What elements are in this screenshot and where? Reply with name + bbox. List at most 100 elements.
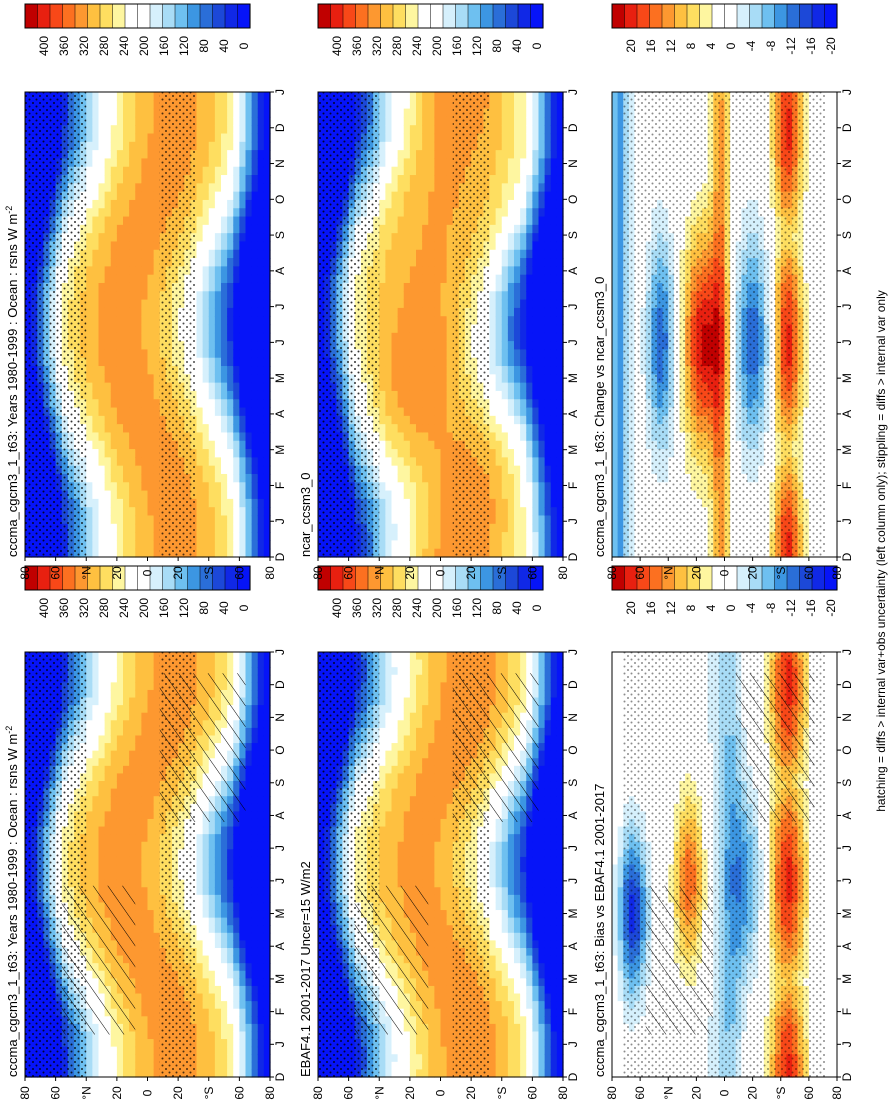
heatmap-cell bbox=[501, 1054, 509, 1063]
heatmap-cell bbox=[446, 1023, 454, 1033]
heatmap-cell bbox=[520, 872, 527, 881]
heatmap-cell bbox=[446, 743, 454, 752]
heatmap-cell bbox=[526, 659, 533, 668]
heatmap-cell bbox=[251, 811, 259, 820]
heatmap-cell bbox=[409, 674, 417, 683]
heatmap-cell bbox=[617, 1061, 624, 1071]
heatmap-cell bbox=[116, 750, 124, 759]
heatmap-cell bbox=[434, 659, 442, 668]
heatmap-cell bbox=[233, 963, 240, 972]
heatmap-cell bbox=[489, 955, 497, 964]
heatmap-cell bbox=[233, 659, 240, 668]
heatmap-cell bbox=[550, 781, 558, 790]
heatmap-cell bbox=[446, 818, 454, 828]
heatmap-cell bbox=[440, 894, 448, 904]
heatmap-cell bbox=[617, 1039, 624, 1048]
heatmap-cell bbox=[147, 1001, 155, 1010]
heatmap-cell bbox=[104, 864, 112, 873]
colorbar-swatch bbox=[62, 565, 76, 591]
heatmap-cell bbox=[202, 834, 210, 843]
heatmap-cell bbox=[385, 652, 393, 661]
heatmap-cell bbox=[153, 727, 161, 737]
heatmap-cell bbox=[526, 849, 533, 858]
heatmap-cell bbox=[379, 735, 386, 744]
heatmap-cell bbox=[257, 1046, 265, 1055]
heatmap-cell bbox=[617, 697, 624, 706]
heatmap-cell bbox=[409, 652, 417, 661]
heatmap-cell bbox=[214, 917, 222, 926]
heatmap-cell bbox=[550, 841, 558, 850]
heatmap-cell bbox=[202, 1031, 210, 1040]
heatmap-cell bbox=[544, 887, 552, 896]
heatmap-cell bbox=[434, 811, 442, 820]
heatmap-cell bbox=[263, 682, 271, 691]
heatmap-cell bbox=[214, 1001, 222, 1010]
heatmap-cell bbox=[263, 993, 271, 1002]
heatmap-cell bbox=[495, 993, 503, 1002]
heatmap-cell bbox=[141, 1069, 149, 1078]
heatmap-cell bbox=[440, 758, 448, 767]
heatmap-cell bbox=[526, 993, 533, 1002]
heatmap-cell bbox=[507, 940, 515, 949]
heatmap-cell bbox=[257, 773, 265, 782]
heatmap-cell bbox=[239, 1008, 247, 1017]
heatmap-cell bbox=[526, 834, 533, 843]
heatmap-cell bbox=[428, 834, 435, 843]
heatmap-cell bbox=[86, 682, 93, 691]
heatmap-cell bbox=[153, 773, 161, 782]
colorbar-swatch bbox=[417, 565, 432, 591]
heatmap-cell bbox=[612, 689, 619, 699]
panel-title: cccma_cgcm3_1_t63: Years 1980-1999 : Oce… bbox=[4, 726, 20, 1077]
heatmap-cell bbox=[141, 955, 149, 964]
heatmap-cell bbox=[208, 667, 216, 676]
heatmap-cell bbox=[141, 758, 149, 767]
heatmap-cell bbox=[257, 818, 265, 828]
heatmap-cell bbox=[135, 1039, 142, 1048]
heatmap-cell bbox=[538, 788, 546, 797]
heatmap-cell bbox=[422, 697, 429, 706]
heatmap-cell bbox=[489, 864, 497, 873]
heatmap-cell bbox=[397, 818, 405, 828]
heatmap-cell bbox=[538, 978, 546, 987]
heatmap-cell bbox=[489, 872, 497, 881]
heatmap-cell bbox=[617, 864, 624, 873]
heatmap-cell bbox=[446, 727, 454, 737]
heatmap-cell bbox=[538, 1039, 546, 1048]
heatmap-cell bbox=[251, 781, 259, 790]
heatmap-cell bbox=[153, 887, 161, 896]
heatmap-cell bbox=[239, 925, 247, 934]
heatmap-cell bbox=[245, 932, 253, 941]
heatmap-cell bbox=[550, 674, 558, 683]
heatmap-cell bbox=[489, 834, 497, 843]
heatmap-cell bbox=[116, 1061, 124, 1071]
heatmap-cell bbox=[98, 743, 106, 752]
heatmap-cell bbox=[245, 841, 253, 850]
heatmap-cell bbox=[440, 1008, 448, 1017]
heatmap-cell bbox=[434, 1016, 442, 1025]
heatmap-cell bbox=[92, 1046, 100, 1055]
heatmap-cell bbox=[422, 750, 429, 759]
heatmap-cell bbox=[489, 841, 497, 850]
heatmap-cell bbox=[501, 902, 509, 911]
heatmap-cell bbox=[251, 1069, 259, 1078]
heatmap-cell bbox=[501, 879, 509, 888]
heatmap-cell bbox=[544, 735, 552, 744]
heatmap-cell bbox=[92, 864, 100, 873]
heatmap-cell bbox=[245, 705, 253, 714]
heatmap-cell bbox=[245, 978, 253, 987]
heatmap-cell bbox=[550, 1031, 558, 1040]
heatmap-cell bbox=[86, 796, 93, 805]
heatmap-cell bbox=[263, 773, 271, 782]
heatmap-cell bbox=[239, 659, 247, 668]
heatmap-cell bbox=[147, 765, 155, 775]
heatmap-cell bbox=[251, 993, 259, 1002]
heatmap-cell bbox=[251, 682, 259, 691]
heatmap-cell bbox=[116, 773, 124, 782]
heatmap-cell bbox=[385, 834, 393, 843]
heatmap-cell bbox=[92, 727, 100, 737]
heatmap-cell bbox=[92, 659, 100, 668]
heatmap-cell bbox=[434, 834, 442, 843]
heatmap-cell bbox=[141, 894, 149, 904]
heatmap-cell bbox=[385, 667, 393, 676]
heatmap-cell bbox=[141, 689, 149, 699]
